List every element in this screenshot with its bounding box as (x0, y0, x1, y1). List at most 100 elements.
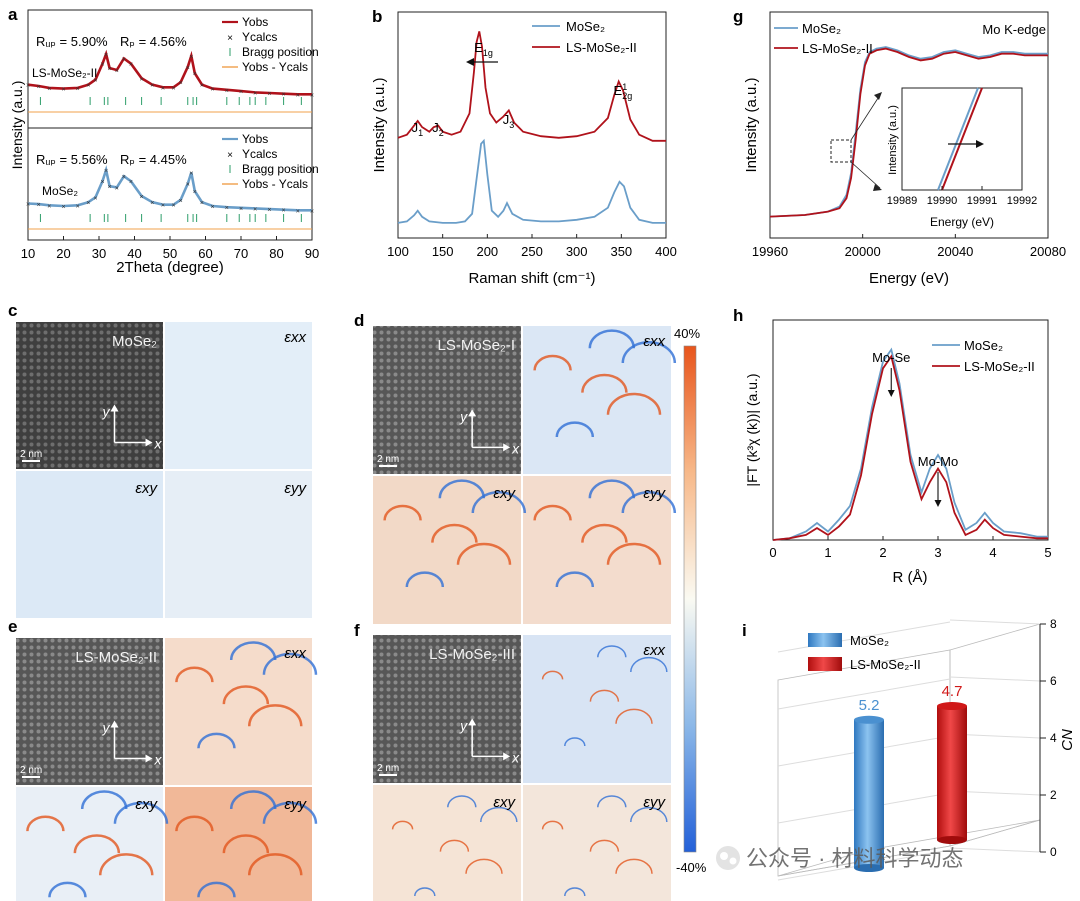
xrd-legend-calc-swatch: × (227, 33, 233, 44)
xrd-rp-bottom: Rₚ = 4.45% (120, 152, 187, 167)
xrd-rwp-top: Rᵤₚ = 5.90% (36, 34, 108, 49)
cn-tick-label: 4 (1050, 731, 1057, 745)
xrd-calc-point: × (161, 85, 165, 92)
raman-peak-label: E1 2g (614, 82, 633, 101)
cn-value-label: 4.7 (942, 683, 963, 700)
panel-letter-a: a (8, 5, 18, 24)
raman-x-tick-label: 250 (521, 244, 543, 259)
inset-xlabel: Energy (eV) (930, 215, 994, 229)
xrd-legend-bragg: Bragg position (242, 45, 319, 59)
exafs-peak-label: Mo-Mo (918, 454, 958, 469)
panel-letter-d: d (354, 311, 364, 330)
xrd-calc-point: × (200, 83, 204, 90)
strain-label-yy: εyy (284, 480, 307, 497)
strain-feature (447, 795, 477, 808)
xrd-calc-point: × (267, 91, 271, 98)
strain-label-xy: εxy (493, 485, 516, 502)
raman-panel: Intensity (a.u.) Raman shift (cm⁻¹) 100 1… (371, 11, 677, 287)
xanes-x-tick-label: 20000 (845, 244, 881, 259)
xrd-calc-point: × (239, 206, 243, 213)
strain-feature (405, 571, 445, 588)
exafs-series-mose2 (772, 347, 1048, 541)
raman-series-mose2 (397, 138, 666, 224)
panel-letter-i: i (742, 621, 747, 640)
axis-label-x: x (153, 752, 162, 768)
xrd-x-tick-label: 70 (234, 246, 248, 261)
xrd-calc-point: × (253, 90, 257, 97)
xrd-calc-point: × (122, 174, 126, 181)
strain-map-xy (16, 471, 163, 618)
xrd-legend-calc: Ycalcs (242, 147, 277, 161)
raman-x-tick-label: 150 (432, 244, 454, 259)
cn-bar-base (854, 864, 884, 872)
xrd-calc-point: × (101, 62, 105, 69)
strain-feature (262, 652, 318, 675)
strain-feature (555, 421, 595, 438)
xrd-xlabel: 2Theta (degree) (116, 259, 224, 276)
strain-feature (431, 523, 478, 543)
colorbar-min: -40% (676, 860, 707, 875)
xrd-calc-point: × (186, 65, 190, 72)
raman-peak-label: E1g (474, 40, 493, 58)
exafs-panel: |FT (k³χ (k))| (a.u.) R (Å) 0 1 2 3 4 5 MoSe₂… (744, 319, 1052, 586)
xrd-calc-point: × (76, 203, 80, 210)
strain-feature (456, 542, 512, 565)
xrd-x-tick-label: 80 (269, 246, 283, 261)
xrd-calc-point: × (61, 204, 65, 211)
cn-bar (854, 719, 884, 868)
strain-feature (248, 704, 303, 727)
xrd-ylabel: Intensity (a.u.) (9, 81, 25, 170)
strain-feature (621, 490, 677, 514)
strain-map-xy (16, 787, 163, 901)
xrd-calc-point: × (93, 195, 97, 202)
axis-arrowhead-x (503, 443, 511, 452)
strain-feature (175, 666, 214, 683)
strain-panel-e: LS-MoSe₂-II εxx εxy εyy 2 nm x y (16, 638, 318, 901)
panel-letter-c: c (8, 301, 17, 320)
xrd-legend-calc-swatch: × (227, 150, 233, 161)
strain-feature (615, 708, 653, 724)
strain-feature (262, 801, 318, 824)
raman-legend-label: LS-MoSe₂-II (566, 40, 637, 55)
xrd-calc-point: × (150, 200, 154, 207)
strain-label-xx: εxx (643, 642, 665, 659)
strain-feature (615, 858, 653, 874)
xrd-calc-point: × (104, 168, 108, 175)
exafs-x-tick-label: 5 (1044, 545, 1051, 560)
xrd-calc-point: × (129, 179, 133, 186)
strain-feature (222, 685, 270, 705)
xrd-x-tick-label: 50 (163, 246, 177, 261)
xrd-calc-point: × (122, 56, 126, 63)
strain-label-xx: εxx (284, 329, 306, 346)
exafs-series-ls (772, 354, 1048, 541)
strain-map-yy (165, 471, 312, 618)
xanes-edge-label: Mo K-edge (982, 22, 1046, 37)
xrd-sample-top: LS-MoSe₂-II (32, 66, 97, 80)
xrd-calc-point: × (282, 92, 286, 99)
xanes-x-tick-label: 20040 (937, 244, 973, 259)
strain-feature (581, 523, 628, 543)
raman-x-tick-label: 100 (387, 244, 409, 259)
coordination-panel: 0 2 4 6 8 CN MoSe₂ LS-MoSe₂-II 5.2 4.7 (777, 617, 1076, 881)
exafs-x-tick-label: 1 (824, 545, 831, 560)
strain-map-xx (165, 638, 312, 785)
strain-feature (99, 853, 154, 876)
panel-letter-g: g (733, 7, 743, 26)
inset-tick-label: 19990 (927, 195, 958, 207)
raman-legend-label: MoSe₂ (566, 19, 605, 34)
xrd-legend-diff: Yobs - Ycals (242, 60, 308, 74)
strain-panel-c: MoSe₂ εxx εxy εyy 2 nm x y (16, 322, 312, 618)
xanes-panel: Intensity (a.u.) Energy (eV) Mo K-edge 1… (743, 11, 1066, 287)
xrd-calc-point: × (161, 203, 165, 210)
cn-bar (937, 706, 967, 840)
xanes-legend-label: MoSe₂ (802, 21, 841, 36)
xrd-calc-point: × (172, 85, 176, 92)
watermark-text: 公众号 · 材料科学动态 (746, 846, 964, 871)
strain-feature (471, 490, 527, 514)
strain-feature (197, 881, 236, 898)
strain-feature (222, 834, 270, 854)
inset-tick-label: 19991 (967, 195, 998, 207)
xrd-calc-point: × (37, 202, 41, 209)
xrd-calc-point: × (104, 52, 108, 59)
